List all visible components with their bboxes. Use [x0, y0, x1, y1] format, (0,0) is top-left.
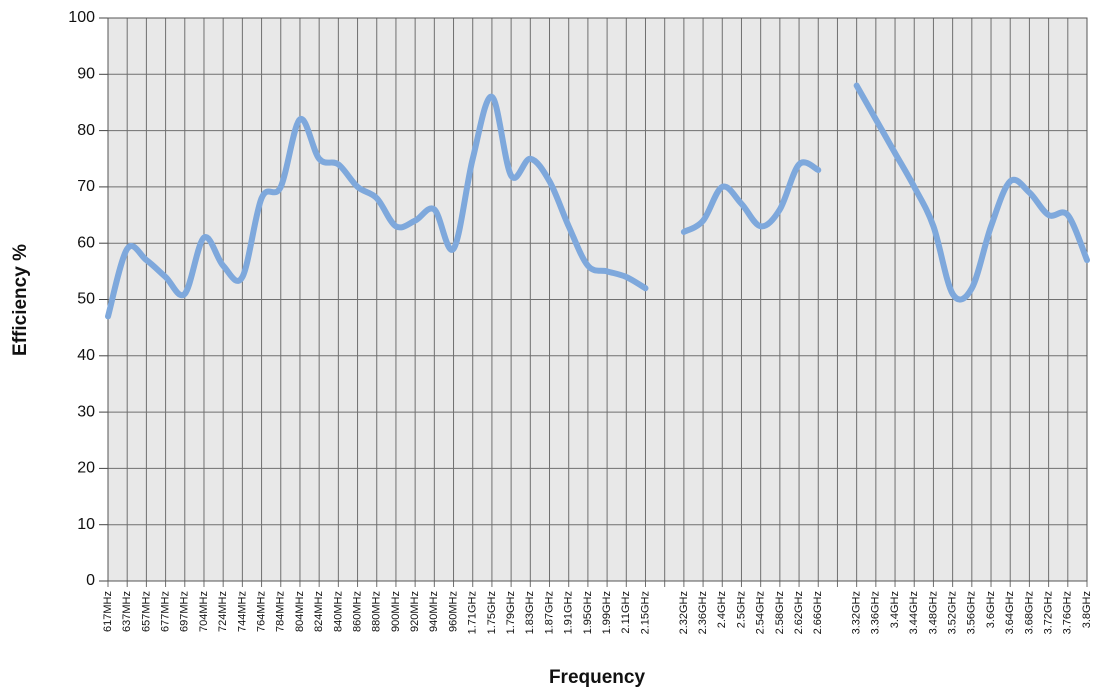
- x-tick-label: 1.75GHz: [486, 591, 498, 634]
- x-tick-label: 2.4GHz: [716, 591, 728, 628]
- x-tick-label: 784MHz: [275, 591, 287, 632]
- x-tick-label: 744MHz: [236, 591, 248, 632]
- x-tick-label: 840MHz: [332, 591, 344, 632]
- x-tick-label: 3.64GHz: [1004, 591, 1016, 634]
- x-axis-title: Frequency: [549, 667, 646, 688]
- x-tick-label: 3.32GHz: [851, 591, 863, 634]
- x-tick-label: 960MHz: [447, 591, 459, 632]
- y-tick-label: 90: [77, 66, 95, 83]
- x-tick-label: 677MHz: [159, 591, 171, 632]
- y-tick-label: 80: [77, 122, 95, 139]
- x-tick-label: 3.6GHz: [985, 591, 997, 628]
- x-tick-label: 657MHz: [140, 591, 152, 632]
- x-tick-label: 2.66GHz: [812, 591, 824, 634]
- x-tick-label: 3.36GHz: [870, 591, 882, 634]
- x-tick-label: 824MHz: [313, 591, 325, 632]
- y-tick-label: 60: [77, 234, 95, 251]
- x-tick-label: 920MHz: [409, 591, 421, 632]
- y-tick-label: 30: [77, 403, 95, 420]
- x-tick-label: 1.87GHz: [543, 591, 555, 634]
- x-tick-label: 860MHz: [351, 591, 363, 632]
- x-tick-label: 3.44GHz: [908, 591, 920, 634]
- x-tick-label: 2.11GHz: [620, 591, 632, 634]
- x-tick-label: 2.36GHz: [697, 591, 709, 634]
- x-tick-label: 1.71GHz: [467, 591, 479, 634]
- y-tick-label: 20: [77, 460, 95, 477]
- x-tick-label: 2.32GHz: [678, 591, 690, 634]
- y-tick-label: 70: [77, 178, 95, 195]
- x-tick-label: 637MHz: [121, 591, 133, 632]
- x-tick-label: 1.83GHz: [524, 591, 536, 634]
- x-tick-label: 2.5GHz: [735, 591, 747, 628]
- x-tick-label: 3.56GHz: [966, 591, 978, 634]
- x-tick-label: 764MHz: [255, 591, 267, 632]
- y-tick-label: 40: [77, 347, 95, 364]
- x-tick-label: 3.52GHz: [947, 591, 959, 634]
- x-tick-label: 940MHz: [428, 591, 440, 632]
- y-axis-title: Efficiency %: [10, 244, 31, 356]
- x-tick-label: 724MHz: [217, 591, 229, 632]
- x-tick-label: 704MHz: [198, 591, 210, 632]
- y-tick-label: 50: [77, 291, 95, 308]
- x-tick-label: 804MHz: [294, 591, 306, 632]
- x-tick-label: 3.68GHz: [1023, 591, 1035, 634]
- x-tick-label: 2.15GHz: [639, 591, 651, 634]
- x-tick-label: 1.91GHz: [563, 591, 575, 634]
- x-tick-label: 1.79GHz: [505, 591, 517, 634]
- x-tick-label: 3.72GHz: [1043, 591, 1055, 634]
- x-tick-label: 2.62GHz: [793, 591, 805, 634]
- x-tick-label: 1.95GHz: [582, 591, 594, 634]
- x-tick-label: 3.4GHz: [889, 591, 901, 628]
- x-tick-label: 2.54GHz: [755, 591, 767, 634]
- x-tick-label: 1.99GHz: [601, 591, 613, 634]
- x-tick-label: 3.76GHz: [1062, 591, 1074, 634]
- x-tick-label: 697MHz: [179, 591, 191, 632]
- series-line: [105, 82, 1090, 320]
- x-tick-label: 2.58GHz: [774, 591, 786, 634]
- x-tick-label: 880MHz: [371, 591, 383, 632]
- plot-border: [107, 17, 1088, 582]
- x-tick-label: 3.48GHz: [927, 591, 939, 634]
- y-tick-label: 100: [68, 9, 95, 26]
- y-tick-label: 10: [77, 516, 95, 533]
- x-tick-label: 900MHz: [390, 591, 402, 632]
- x-tick-label: 617MHz: [102, 591, 114, 632]
- y-tick-label: 0: [86, 572, 95, 589]
- x-tick-label: 3.8GHz: [1081, 591, 1093, 628]
